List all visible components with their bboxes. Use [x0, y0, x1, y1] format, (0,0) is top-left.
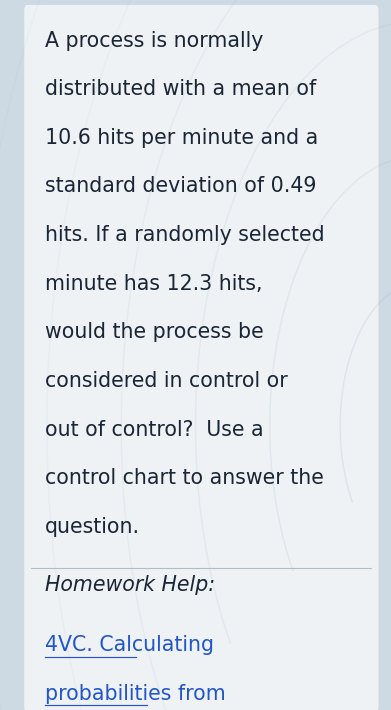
Text: minute has 12.3 hits,: minute has 12.3 hits,: [45, 274, 262, 294]
Text: Homework Help:: Homework Help:: [45, 575, 215, 595]
Text: distributed with a mean of: distributed with a mean of: [45, 80, 316, 99]
Text: considered in control or: considered in control or: [45, 371, 288, 391]
Text: would the process be: would the process be: [45, 322, 264, 342]
Text: 10.6 hits per minute and a: 10.6 hits per minute and a: [45, 128, 318, 148]
Text: hits. If a randomly selected: hits. If a randomly selected: [45, 225, 325, 245]
Text: out of control?  Use a: out of control? Use a: [45, 420, 264, 439]
Text: 4VC. Calculating: 4VC. Calculating: [45, 635, 214, 655]
Text: standard deviation of 0.49: standard deviation of 0.49: [45, 177, 316, 197]
Text: question.: question.: [45, 517, 140, 537]
Text: control chart to answer the: control chart to answer the: [45, 469, 324, 488]
FancyBboxPatch shape: [24, 5, 378, 710]
Text: probabilities from: probabilities from: [45, 684, 226, 704]
Text: A process is normally: A process is normally: [45, 31, 264, 50]
